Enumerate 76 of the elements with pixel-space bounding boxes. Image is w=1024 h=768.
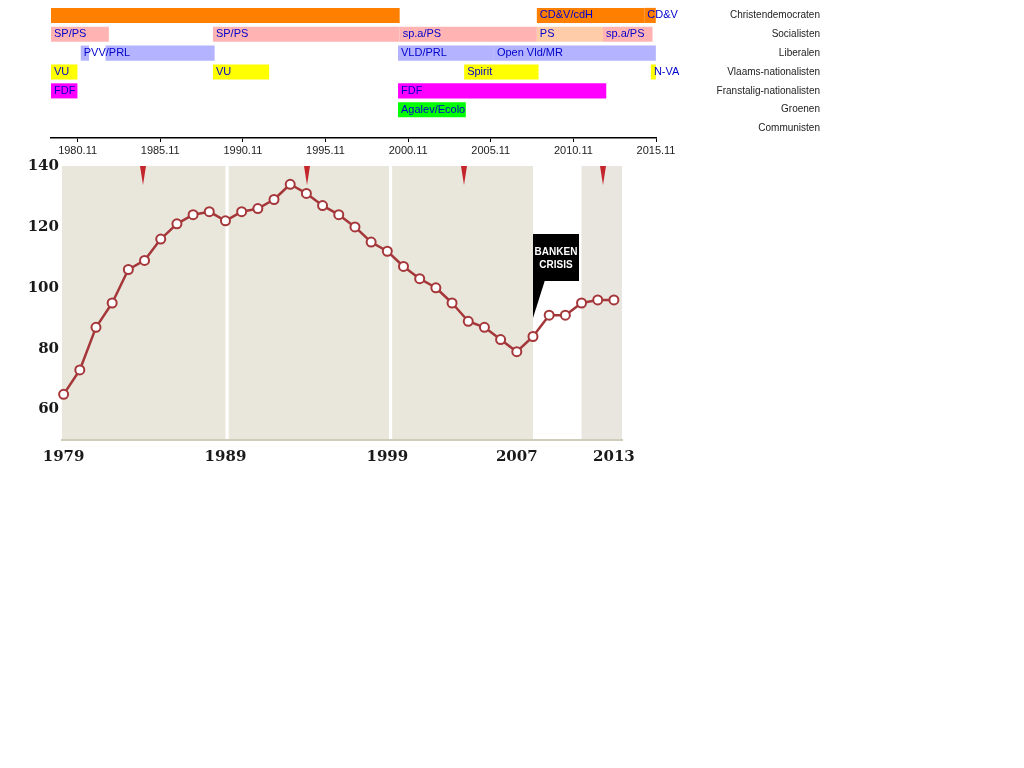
y-tick-label: Liberalen	[778, 46, 820, 58]
x-tick-label: 1990.11	[223, 143, 263, 156]
x-tick-label: 1995.11	[306, 143, 345, 156]
series-label: SP/PS	[215, 27, 249, 40]
point	[608, 294, 620, 306]
series-label: sp.a/PS	[402, 27, 442, 40]
series-label: FDF	[401, 83, 423, 96]
y-tick-label: 140	[27, 155, 59, 174]
y-tick-label: 80	[38, 338, 59, 357]
point	[317, 200, 329, 212]
point	[365, 236, 377, 248]
x-tick-label: 2010.11	[553, 143, 593, 156]
x-tick-label: 1979	[42, 446, 85, 465]
series-label: Spirit	[467, 65, 493, 78]
point	[203, 206, 215, 218]
point	[236, 206, 248, 218]
point	[90, 321, 102, 333]
point	[559, 309, 571, 321]
annotation: BANKEN CRISIS	[533, 244, 579, 271]
point	[543, 309, 555, 321]
series-label: Open Vld/MR	[496, 46, 563, 59]
point	[58, 388, 70, 400]
point	[462, 315, 474, 327]
point	[430, 282, 442, 294]
point	[252, 203, 264, 215]
point	[74, 364, 86, 376]
y-tick-label: Vlaams-nationalisten	[727, 65, 820, 77]
point	[268, 193, 280, 205]
y-tick-label: 60	[38, 399, 59, 418]
point	[333, 209, 345, 221]
series-label: VU	[215, 65, 232, 78]
point	[300, 187, 312, 199]
y-tick-label: 100	[27, 277, 59, 296]
series-label: PVV/PRL	[83, 46, 131, 59]
point	[576, 297, 588, 309]
x-tick-label: 1980.11	[58, 143, 98, 156]
point	[139, 254, 151, 266]
point	[495, 334, 507, 346]
series-label: SP/PS	[54, 27, 87, 40]
point	[171, 218, 183, 230]
point	[284, 178, 296, 190]
point	[527, 330, 539, 342]
x-tick-label: 2000.11	[388, 143, 428, 156]
series-label: VLD/PRL	[401, 46, 447, 59]
x-tick-label: 2005.11	[471, 143, 511, 156]
point	[122, 264, 134, 276]
x-tick-label: 2015.11	[636, 143, 676, 156]
series-label: Agalev/Ecolo	[401, 102, 466, 115]
series-label: CD&V/cdH	[539, 8, 594, 21]
series-label: PS	[539, 27, 555, 40]
x-tick-label: 1989	[204, 446, 247, 465]
point	[446, 297, 458, 309]
point	[381, 245, 393, 257]
x-tick-label: 1985.11	[140, 143, 180, 156]
y-tick-label: Franstalig-nationalisten	[716, 84, 820, 96]
y-tick-label: Christendemocraten	[729, 9, 820, 21]
series-label: sp.a/PS	[605, 27, 645, 40]
point	[106, 297, 118, 309]
point	[187, 209, 199, 221]
point	[349, 221, 361, 233]
y-tick-label: Groenen	[781, 103, 820, 115]
y-tick-label: Communisten	[758, 122, 820, 134]
series-label: VU	[54, 65, 70, 78]
y-tick-label: 120	[27, 216, 59, 235]
point	[219, 215, 231, 227]
x-tick-label: 2013	[593, 446, 635, 465]
point	[511, 346, 523, 358]
point	[414, 273, 426, 285]
point	[155, 233, 167, 245]
point	[592, 294, 604, 306]
x-tick-label: 2007	[495, 446, 538, 465]
x-tick-label: 1999	[366, 446, 409, 465]
series-label: FDF	[54, 83, 76, 96]
point	[478, 321, 490, 333]
point	[398, 260, 409, 272]
y-tick-label: Socialisten	[771, 28, 820, 40]
